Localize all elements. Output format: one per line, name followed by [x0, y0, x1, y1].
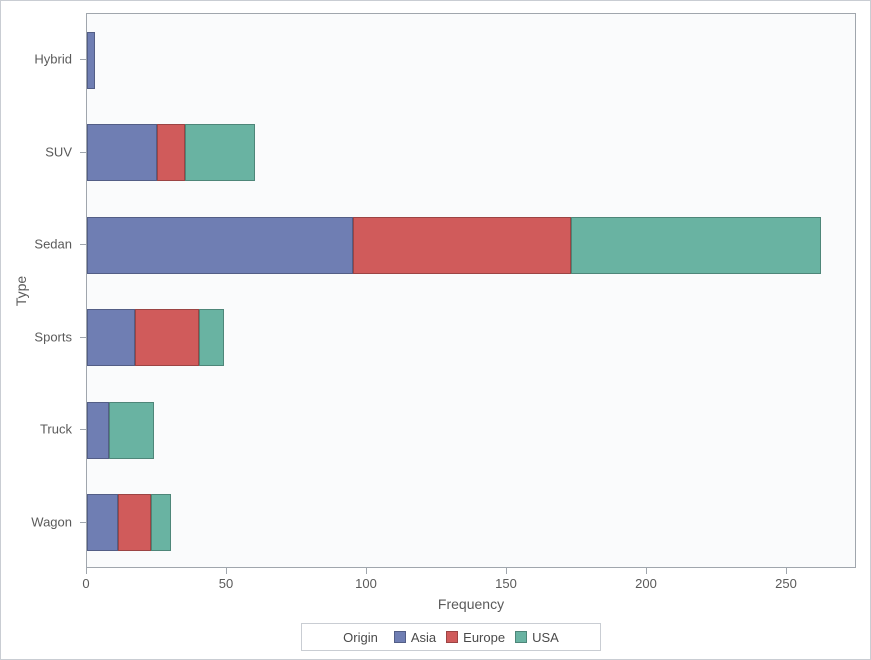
bar-segment	[87, 217, 353, 274]
x-tick	[786, 568, 787, 574]
legend-item: Asia	[394, 630, 436, 645]
bar-segment	[199, 309, 224, 366]
legend-title: Origin	[343, 630, 378, 645]
x-tick-label: 250	[775, 576, 797, 591]
bar-segment	[109, 402, 154, 459]
legend-label: Asia	[411, 630, 436, 645]
x-tick	[86, 568, 87, 574]
bar-segment	[118, 494, 152, 551]
x-tick-label: 150	[495, 576, 517, 591]
legend-swatch	[515, 631, 527, 643]
x-tick	[366, 568, 367, 574]
y-tick	[80, 152, 86, 153]
bar-segment	[151, 494, 171, 551]
bar-segment	[135, 309, 199, 366]
legend-label: Europe	[463, 630, 505, 645]
legend-swatch	[446, 631, 458, 643]
bar-segment	[157, 124, 185, 181]
x-tick	[226, 568, 227, 574]
bar-segment	[87, 494, 118, 551]
y-tick	[80, 429, 86, 430]
y-tick-label: Sports	[34, 329, 72, 344]
x-tick-label: 100	[355, 576, 377, 591]
y-axis-label: Type	[13, 275, 29, 305]
legend-item: USA	[515, 630, 559, 645]
legend-item: Europe	[446, 630, 505, 645]
bar-segment	[87, 309, 135, 366]
x-tick	[506, 568, 507, 574]
y-tick-label: Sedan	[34, 237, 72, 252]
bar-segment	[185, 124, 255, 181]
y-tick-label: SUV	[45, 144, 72, 159]
bar-segment	[87, 32, 95, 89]
legend: Origin Asia Europe USA	[301, 623, 601, 651]
bar-segment	[353, 217, 571, 274]
legend-swatch	[394, 631, 406, 643]
x-tick-label: 200	[635, 576, 657, 591]
plot-area	[86, 13, 856, 568]
x-tick-label: 50	[219, 576, 233, 591]
y-tick	[80, 59, 86, 60]
y-tick-label: Hybrid	[34, 52, 72, 67]
legend-label: USA	[532, 630, 559, 645]
y-tick-label: Truck	[40, 422, 72, 437]
y-tick	[80, 244, 86, 245]
y-tick	[80, 337, 86, 338]
x-tick-label: 0	[82, 576, 89, 591]
bar-segment	[87, 124, 157, 181]
y-tick	[80, 522, 86, 523]
plot-wall	[87, 14, 855, 567]
chart-container: Type Frequency Origin Asia Europe USA Hybr…	[0, 0, 871, 660]
x-axis-label: Frequency	[438, 596, 504, 612]
bar-segment	[87, 402, 109, 459]
x-tick	[646, 568, 647, 574]
bar-segment	[571, 217, 820, 274]
y-tick-label: Wagon	[31, 514, 72, 529]
